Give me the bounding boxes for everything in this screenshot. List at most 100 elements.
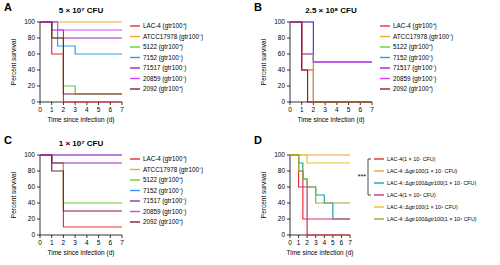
- legend-swatch: [130, 25, 140, 26]
- x-tick-label: 3: [323, 106, 327, 113]
- survival-curve: [290, 155, 350, 219]
- legend-label: 7152 (gtr100⁻): [143, 54, 183, 62]
- x-tick-label: 4: [85, 239, 89, 246]
- y-tick: [287, 171, 290, 172]
- legend-label: LAC-4::Δgtr100Δgtr100(1 × 10⁶ CFU): [387, 216, 477, 222]
- x-tick-label: 4: [322, 239, 326, 246]
- legend-swatch: [380, 78, 390, 79]
- x-tick-label: 2: [305, 239, 309, 246]
- y-tick-label: 80: [278, 34, 286, 41]
- x-axis-label: Time since infection (d): [287, 249, 354, 257]
- y-tick-label: 0: [281, 231, 285, 238]
- y-axis: [290, 155, 291, 235]
- x-tick-label: 4: [85, 106, 89, 113]
- y-tick: [287, 22, 290, 23]
- legend-label: 20859 (gtr100⁻): [393, 75, 436, 83]
- legend-label: 2092 (gtr100⁺): [143, 85, 183, 93]
- legend-swatch: [130, 190, 140, 191]
- y-tick: [37, 102, 40, 103]
- panel: A5 × 10⁷ CFU02040608010001234567Time sin…: [4, 1, 203, 124]
- x-tick: [122, 235, 123, 238]
- panel-label: D: [254, 134, 262, 146]
- y-tick: [287, 38, 290, 39]
- x-tick-label: 3: [73, 239, 77, 246]
- y-tick: [287, 155, 290, 156]
- legend-label: ATCC17978 (gtr100⁻): [393, 33, 453, 41]
- series-group: [290, 155, 350, 235]
- legend-label: LAC-4 (gtr100⁺): [143, 22, 187, 30]
- legend-label: 7152 (gtr100⁻): [143, 187, 183, 195]
- x-tick-label: 7: [370, 106, 374, 113]
- y-tick: [37, 54, 40, 55]
- x-tick-label: 5: [97, 106, 101, 113]
- y-tick-label: 40: [28, 66, 36, 73]
- y-tick: [37, 203, 40, 204]
- x-tick-label: 6: [108, 239, 112, 246]
- x-tick-label: 0: [38, 106, 42, 113]
- x-tick-label: 5: [347, 106, 351, 113]
- survival-curve: [40, 22, 122, 102]
- survival-curve: [290, 22, 372, 102]
- x-tick: [86, 235, 87, 238]
- legend-label: LAC-4::Δgtr100(1 × 10⁶ CFU): [387, 204, 458, 210]
- legend-label: 2092 (gtr100⁺): [143, 218, 183, 226]
- x-tick: [51, 102, 52, 105]
- legend-label: 5122 (gtr100⁺): [393, 43, 433, 51]
- legend-swatch: [374, 182, 384, 183]
- y-tick-label: 60: [278, 50, 286, 57]
- y-tick: [287, 203, 290, 204]
- x-tick-label: 1: [50, 239, 54, 246]
- y-tick: [287, 102, 290, 103]
- y-tick: [287, 54, 290, 55]
- x-tick: [40, 235, 41, 238]
- survival-curve: [40, 155, 122, 227]
- y-tick: [287, 70, 290, 71]
- series-group: [40, 155, 122, 227]
- y-tick: [287, 86, 290, 87]
- y-axis: [40, 155, 41, 235]
- survival-curve: [290, 155, 350, 203]
- legend-swatch: [130, 221, 140, 222]
- survival-curve: [290, 155, 350, 219]
- y-tick-label: 100: [24, 18, 35, 25]
- x-tick: [301, 102, 302, 105]
- x-tick-label: 7: [120, 239, 124, 246]
- x-tick-label: 0: [288, 106, 292, 113]
- x-axis-label: Time since infection (d): [298, 116, 365, 124]
- legend-label: 20859 (gtr100⁻): [143, 75, 186, 83]
- x-tick-label: 7: [120, 106, 124, 113]
- x-tick-label: 0: [38, 239, 42, 246]
- series-group: [40, 22, 122, 102]
- x-tick-label: 6: [358, 106, 362, 113]
- x-tick: [290, 102, 291, 105]
- y-axis-label: Percent survival: [10, 38, 17, 85]
- legend-swatch: [380, 25, 390, 26]
- x-tick-label: 1: [297, 239, 301, 246]
- y-tick: [37, 38, 40, 39]
- annotation: ***: [358, 173, 366, 180]
- x-axis-label: Time since infection (d): [48, 116, 115, 124]
- legend-swatch: [130, 67, 140, 68]
- legend-label: LAC-4 (gtr100⁺): [143, 155, 187, 163]
- x-axis-label: Time since infection (d): [48, 249, 115, 257]
- survival-curve: [40, 22, 122, 94]
- y-tick-label: 80: [28, 167, 36, 174]
- x-axis: [40, 235, 122, 236]
- y-tick-label: 0: [31, 98, 35, 105]
- legend-label: ATCC17978 (gtr100⁻): [143, 166, 203, 174]
- y-tick: [287, 219, 290, 220]
- y-tick-label: 60: [28, 183, 36, 190]
- y-axis: [290, 22, 291, 102]
- y-axis: [40, 22, 41, 102]
- survival-curve: [290, 22, 372, 102]
- legend-swatch: [374, 170, 384, 171]
- x-tick: [290, 235, 291, 238]
- legend-label: 2092 (gtr100⁺): [393, 85, 433, 93]
- x-tick: [98, 235, 99, 238]
- y-tick-label: 100: [24, 151, 35, 158]
- legend-label: LAC-4 (gtr100⁺): [393, 22, 437, 30]
- y-tick: [37, 155, 40, 156]
- y-tick: [37, 187, 40, 188]
- title: 1 × 10⁷ CFU: [59, 139, 104, 148]
- y-tick-label: 100: [274, 151, 285, 158]
